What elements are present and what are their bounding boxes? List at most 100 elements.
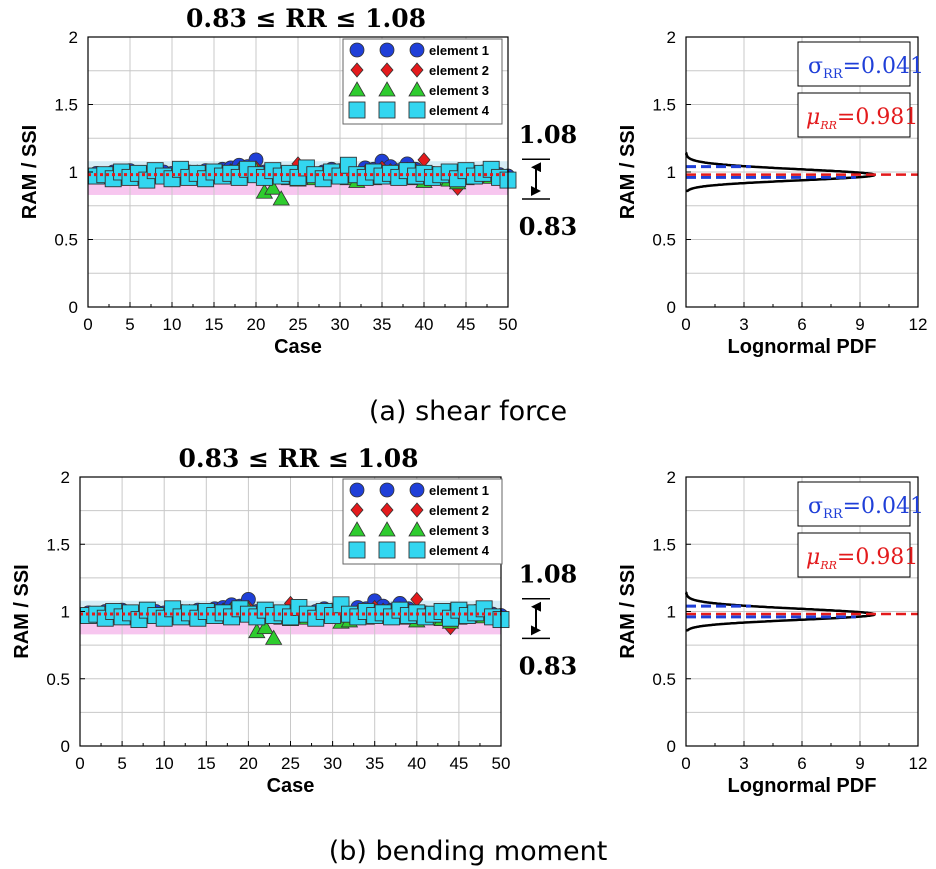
legend-label: element 3: [429, 83, 489, 98]
legend-label: element 1: [429, 43, 489, 58]
legend-marker: [380, 62, 394, 78]
legend-label: element 2: [429, 503, 489, 518]
x-tick-label: 45: [449, 754, 468, 773]
legend-marker: [348, 101, 366, 119]
y-axis-label: RAM / SSI: [617, 125, 639, 219]
data-point: [264, 629, 283, 645]
legend-marker: [380, 502, 394, 518]
y-tick-label: 1.5: [46, 535, 70, 554]
legend-label: element 3: [429, 523, 489, 538]
y-tick-label: 1.5: [54, 96, 78, 115]
legend-marker: [409, 42, 425, 58]
y-axis-label: RAM / SSI: [11, 564, 33, 658]
x-tick-label: 5: [117, 754, 126, 773]
y-tick-label: 1: [69, 163, 78, 182]
legend-marker: [379, 482, 395, 498]
sigma-value: =0.041: [843, 494, 924, 519]
x-tick-label: 50: [499, 315, 518, 334]
sigma-label-box: [797, 41, 911, 87]
legend-marker: [348, 521, 366, 537]
x-tick-label: 40: [407, 754, 426, 773]
mu-value: =0.981: [837, 545, 918, 570]
legend-marker: [378, 101, 396, 119]
panel-a-scatter: 0 5 10 15 20 25 30 35 40 45 50 0 0.5 1 1.5 2 Case RAM / S…: [19, 4, 577, 358]
x-tick-label: 25: [281, 754, 300, 773]
x-tick-label: 15: [197, 754, 216, 773]
x-tick-label: 3: [739, 315, 748, 334]
mu-subscript: RR: [819, 559, 837, 572]
x-tick-label: 50: [492, 754, 511, 773]
legend-label: element 1: [429, 483, 489, 498]
legend-marker: [349, 482, 365, 498]
x-tick-label: 0: [75, 754, 84, 773]
legend-label: element 4: [429, 543, 490, 558]
y-tick-label: 1: [667, 603, 676, 622]
mu-label-box: [797, 92, 911, 138]
legend-marker: [349, 42, 365, 58]
data-point: [264, 179, 282, 195]
caption-a: (a) shear force: [369, 396, 567, 427]
y-tick-label: 1.5: [652, 535, 676, 554]
y-tick-label: 0: [667, 298, 676, 317]
legend-marker: [378, 541, 396, 559]
y-axis-label: RAM / SSI: [19, 125, 41, 219]
x-tick-label: 9: [855, 315, 864, 334]
x-tick-label: 20: [239, 754, 258, 773]
legend: element 1 element 2 element 3 element 4: [342, 478, 503, 565]
mu-symbol: μ: [806, 545, 820, 570]
x-tick-label: 15: [205, 315, 224, 334]
x-axis-label: Case: [267, 775, 315, 797]
y-tick-label: 0.5: [652, 231, 676, 250]
x-tick-label: 12: [909, 754, 928, 773]
pdf-curve: [685, 151, 876, 193]
mu-label-box: [797, 532, 911, 578]
x-tick-label: 0: [681, 315, 690, 334]
sigma-subscript: RR: [823, 67, 844, 82]
mu-symbol: μ: [806, 105, 820, 130]
mu-label: μRR=0.981: [806, 105, 918, 132]
y-tick-label: 1: [667, 163, 676, 182]
x-tick-label: 40: [415, 315, 434, 334]
sigma-value: =0.041: [843, 54, 924, 79]
x-tick-label: 6: [797, 315, 806, 334]
series-element-4: [87, 156, 517, 189]
panel-b-scatter: 0 5 10 15 20 25 30 35 40 45 50 0 0.5 1 1.5 2 Case RAM / S…: [11, 444, 577, 797]
legend: element 1 element 2 element 3 element 4: [342, 38, 503, 125]
legend-marker: [409, 482, 425, 498]
x-axis-label: Lognormal PDF: [728, 775, 877, 797]
x-axis-label: Lognormal PDF: [728, 336, 877, 358]
legend-marker: [408, 101, 426, 119]
legend-marker: [378, 521, 396, 537]
caption-b: (b) bending moment: [329, 836, 608, 867]
legend-marker: [408, 521, 426, 537]
y-tick-label: 1: [61, 603, 70, 622]
y-tick-label: 2: [667, 28, 676, 47]
y-tick-label: 1.5: [652, 96, 676, 115]
y-tick-label: 0.5: [652, 670, 676, 689]
x-tick-label: 6: [797, 754, 806, 773]
range-label-lower: 0.83: [519, 651, 577, 680]
y-axis-label: RAM / SSI: [617, 564, 639, 658]
x-tick-label: 30: [323, 754, 342, 773]
x-tick-label: 20: [247, 315, 266, 334]
x-axis-label: Case: [274, 336, 322, 358]
x-tick-label: 10: [163, 315, 182, 334]
y-tick-label: 0.5: [46, 670, 70, 689]
range-label-lower: 0.83: [519, 212, 577, 241]
x-tick-label: 0: [681, 754, 690, 773]
y-tick-label: 0: [667, 737, 676, 756]
x-tick-label: 10: [155, 754, 174, 773]
chart-title: 0.83 ≤ RR ≤ 1.08: [178, 444, 418, 473]
range-label-upper: 1.08: [519, 560, 577, 589]
legend-marker: [350, 62, 364, 78]
legend-label: element 4: [429, 103, 490, 118]
y-tick-label: 2: [69, 28, 78, 47]
legend-marker: [408, 81, 426, 97]
legend-marker: [410, 502, 424, 518]
x-tick-label: 0: [83, 315, 92, 334]
x-tick-label: 45: [457, 315, 476, 334]
x-tick-label: 35: [373, 315, 392, 334]
